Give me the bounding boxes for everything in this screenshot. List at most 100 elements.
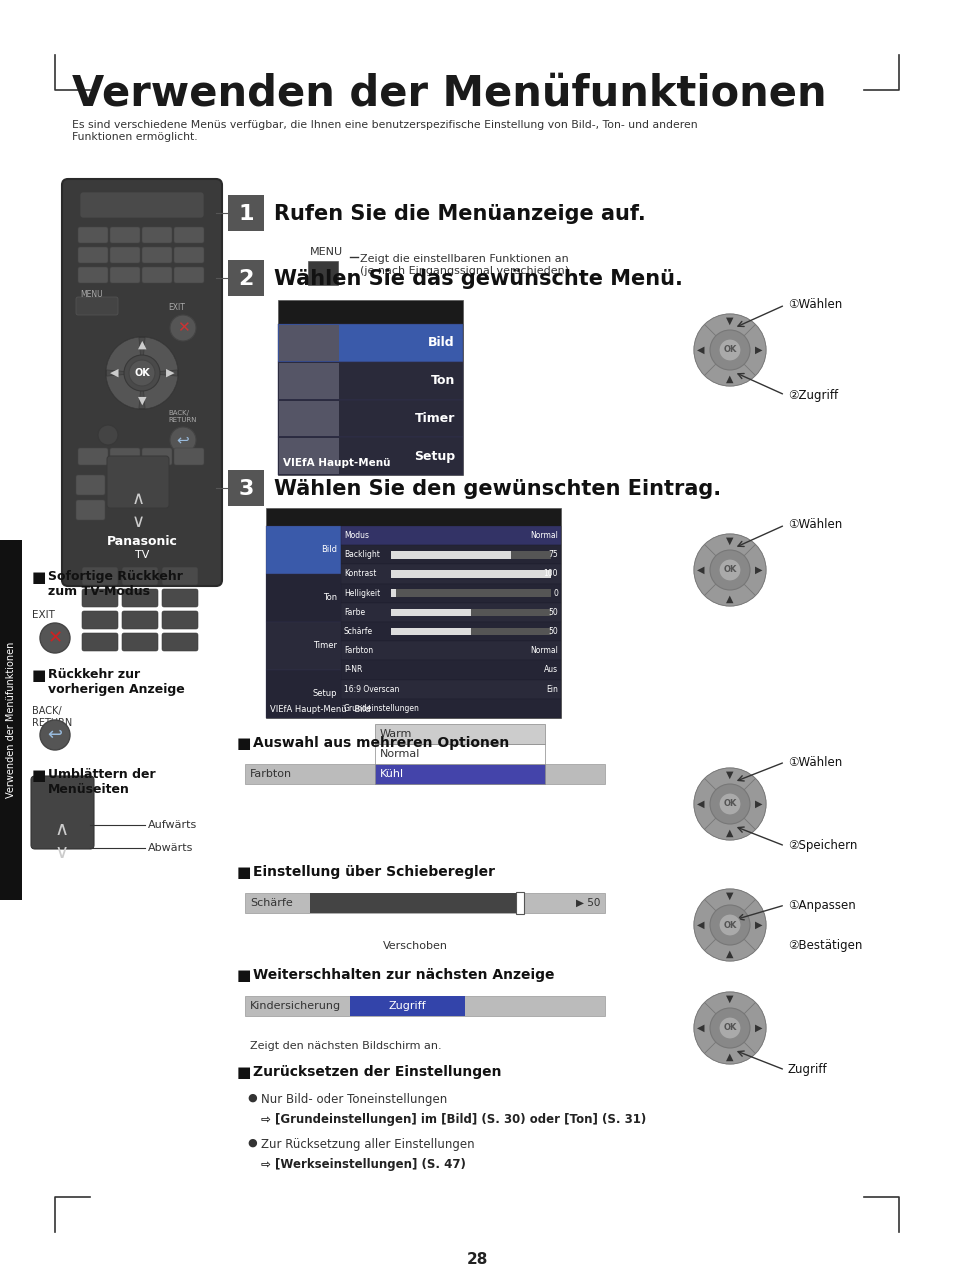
Text: ▼: ▼ — [725, 535, 733, 546]
FancyBboxPatch shape — [278, 439, 338, 474]
FancyBboxPatch shape — [245, 893, 604, 912]
Wedge shape — [704, 889, 755, 925]
Text: ■: ■ — [32, 768, 47, 782]
Text: BACK/
RETURN: BACK/ RETURN — [168, 411, 196, 423]
Text: ■: ■ — [32, 570, 47, 586]
Text: 0: 0 — [553, 588, 558, 597]
FancyBboxPatch shape — [277, 438, 462, 475]
Text: Helligkeit: Helligkeit — [344, 588, 380, 597]
Text: ▶: ▶ — [755, 565, 762, 575]
Circle shape — [719, 1017, 740, 1039]
Circle shape — [709, 329, 749, 369]
Text: ◀: ◀ — [697, 799, 704, 810]
Text: Verschoben: Verschoben — [382, 941, 447, 951]
Text: VIEfA Haupt-Menü   Bild: VIEfA Haupt-Menü Bild — [270, 704, 370, 713]
Text: ■: ■ — [236, 865, 251, 880]
Text: ∨: ∨ — [132, 514, 145, 532]
Text: 100: 100 — [543, 570, 558, 578]
Text: Zugriff: Zugriff — [388, 1001, 426, 1012]
Wedge shape — [704, 534, 755, 570]
Wedge shape — [693, 544, 729, 596]
Text: ∨: ∨ — [55, 843, 69, 862]
FancyBboxPatch shape — [78, 448, 108, 465]
FancyBboxPatch shape — [391, 551, 511, 559]
FancyBboxPatch shape — [110, 266, 140, 283]
FancyBboxPatch shape — [391, 551, 551, 559]
Text: ▶: ▶ — [755, 920, 762, 931]
FancyBboxPatch shape — [78, 227, 108, 243]
Text: 2: 2 — [238, 269, 253, 290]
Text: Aus: Aus — [543, 665, 558, 674]
Text: OK: OK — [134, 368, 150, 378]
Text: ■: ■ — [236, 968, 251, 983]
Text: ●: ● — [247, 1093, 256, 1103]
Text: Zeigt den nächsten Bildschirm an.: Zeigt den nächsten Bildschirm an. — [250, 1041, 441, 1051]
FancyBboxPatch shape — [162, 633, 198, 651]
Circle shape — [129, 360, 154, 386]
Text: VIEfA Haupt-Menü: VIEfA Haupt-Menü — [283, 458, 390, 468]
Text: Setup: Setup — [313, 690, 336, 699]
Text: Schärfe: Schärfe — [250, 898, 293, 909]
FancyBboxPatch shape — [122, 589, 158, 607]
Text: ◀: ◀ — [697, 345, 704, 355]
Circle shape — [719, 793, 740, 815]
FancyBboxPatch shape — [340, 699, 560, 718]
Text: Verwenden der Menüfunktionen: Verwenden der Menüfunktionen — [6, 642, 16, 798]
Text: ∧: ∧ — [132, 490, 145, 508]
FancyBboxPatch shape — [310, 893, 519, 912]
FancyBboxPatch shape — [110, 227, 140, 243]
Text: ▼: ▼ — [137, 396, 146, 405]
Text: Schärfe: Schärfe — [344, 627, 373, 636]
Text: BACK/
RETURN: BACK/ RETURN — [32, 707, 72, 727]
Text: ◀: ◀ — [697, 920, 704, 931]
FancyBboxPatch shape — [76, 501, 105, 520]
FancyBboxPatch shape — [228, 470, 264, 506]
Text: Setup: Setup — [414, 449, 455, 462]
FancyBboxPatch shape — [78, 266, 108, 283]
FancyBboxPatch shape — [228, 196, 264, 230]
Text: ①Wählen: ①Wählen — [787, 519, 841, 532]
Text: ▼: ▼ — [725, 317, 733, 326]
FancyBboxPatch shape — [350, 996, 464, 1015]
FancyBboxPatch shape — [173, 448, 204, 465]
FancyBboxPatch shape — [110, 448, 140, 465]
Wedge shape — [704, 314, 755, 350]
Circle shape — [106, 337, 178, 409]
FancyBboxPatch shape — [391, 570, 551, 578]
FancyBboxPatch shape — [82, 633, 118, 651]
Text: ∧: ∧ — [55, 820, 69, 839]
Text: ②Speichern: ②Speichern — [787, 839, 857, 852]
FancyBboxPatch shape — [391, 589, 395, 597]
Circle shape — [40, 719, 70, 750]
FancyBboxPatch shape — [340, 602, 560, 622]
FancyBboxPatch shape — [340, 660, 560, 680]
Wedge shape — [729, 1003, 765, 1054]
Text: Wählen Sie den gewünschten Eintrag.: Wählen Sie den gewünschten Eintrag. — [274, 479, 720, 499]
FancyBboxPatch shape — [245, 996, 604, 1015]
Text: ◀: ◀ — [697, 1023, 704, 1033]
FancyBboxPatch shape — [122, 611, 158, 629]
Text: ▲: ▲ — [725, 949, 733, 959]
Wedge shape — [729, 544, 765, 596]
FancyBboxPatch shape — [173, 266, 204, 283]
Text: ▼: ▼ — [725, 891, 733, 901]
Text: Ton: Ton — [322, 593, 336, 602]
FancyBboxPatch shape — [142, 448, 172, 465]
Text: ✕: ✕ — [48, 629, 63, 647]
Text: Bild: Bild — [320, 546, 336, 555]
FancyBboxPatch shape — [391, 589, 551, 597]
FancyBboxPatch shape — [277, 399, 462, 438]
Text: Zugriff: Zugriff — [787, 1063, 827, 1076]
FancyBboxPatch shape — [340, 583, 560, 602]
Text: Farbton: Farbton — [250, 770, 292, 779]
FancyBboxPatch shape — [516, 892, 523, 914]
Text: Auswahl aus mehreren Optionen: Auswahl aus mehreren Optionen — [253, 736, 509, 750]
Text: Rufen Sie die Menüanzeige auf.: Rufen Sie die Menüanzeige auf. — [274, 205, 645, 224]
Text: Wählen Sie das gewünschte Menü.: Wählen Sie das gewünschte Menü. — [274, 269, 682, 290]
Text: Zeigt die einstellbaren Funktionen an
(je nach Eingangssignal verschieden).: Zeigt die einstellbaren Funktionen an (j… — [359, 254, 572, 275]
Circle shape — [693, 768, 765, 840]
FancyBboxPatch shape — [277, 324, 462, 362]
Text: 28: 28 — [466, 1252, 487, 1268]
Text: ▲: ▲ — [725, 375, 733, 384]
Text: EXIT: EXIT — [168, 302, 185, 311]
